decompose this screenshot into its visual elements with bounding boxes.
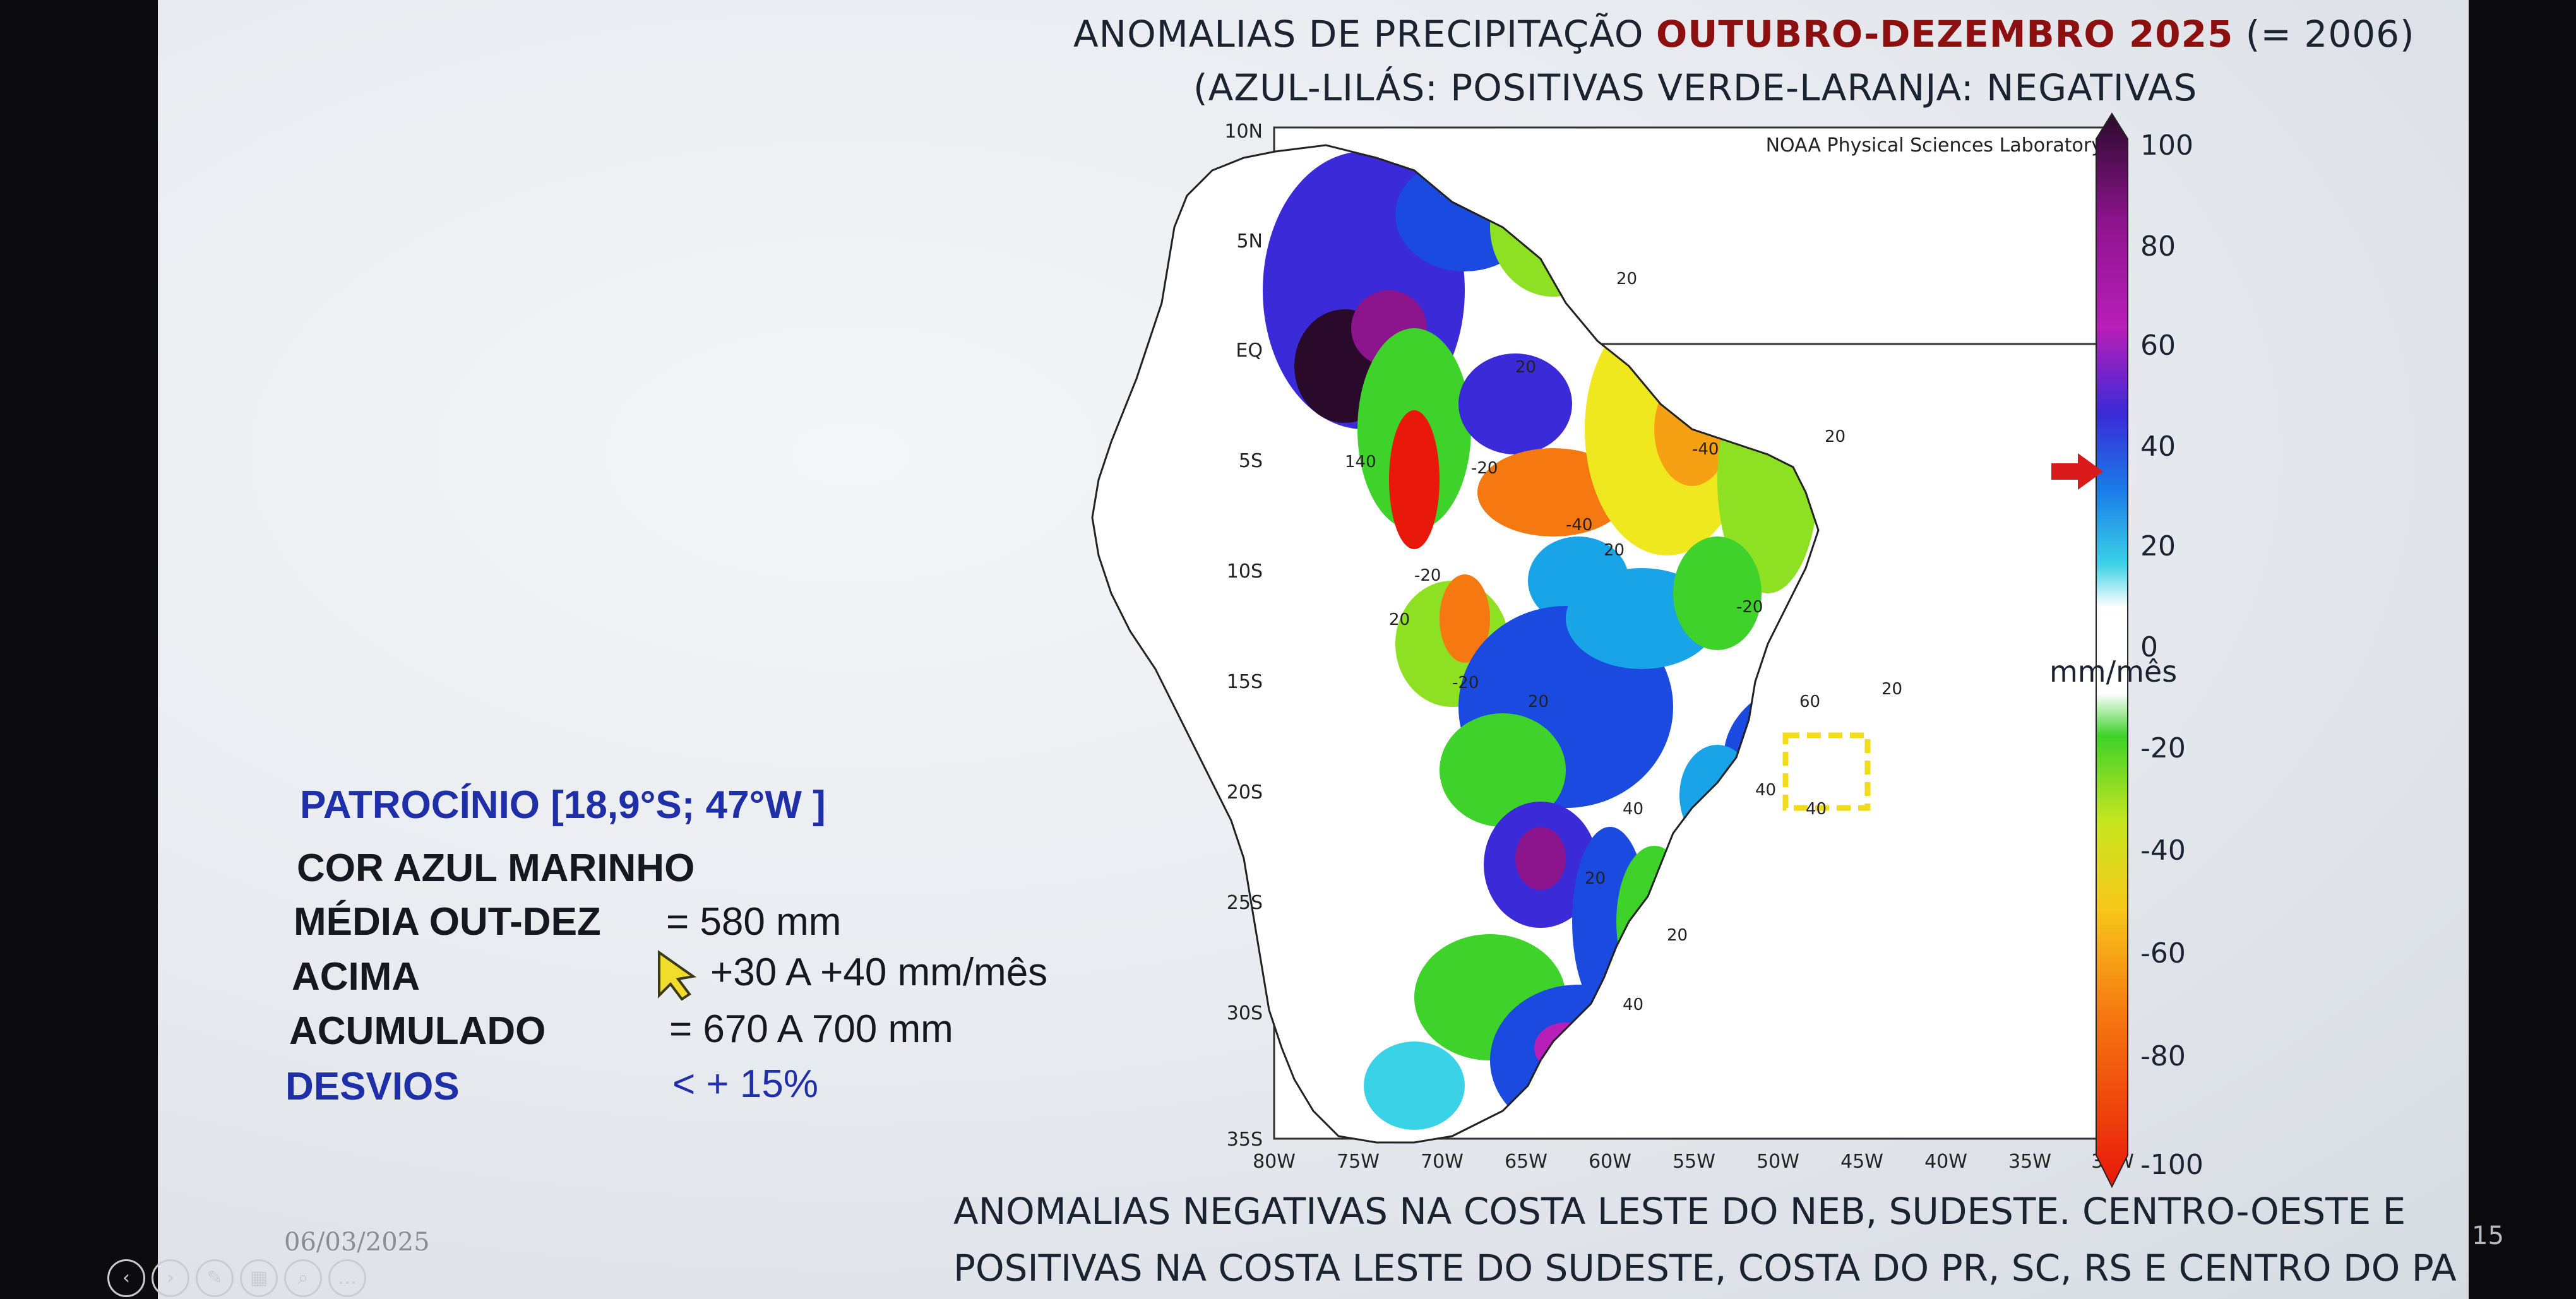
contour-label: -40 [1566,516,1592,535]
lon-label: 50W [1756,1151,1799,1173]
zoom-button[interactable]: ⌕ [284,1259,322,1297]
colorbar-tick: 60 [2140,329,2176,362]
colorbar-strip [2096,112,2128,1189]
lat-label: 15S [1227,671,1263,693]
grid-view-button[interactable]: ▦ [240,1259,278,1297]
contour-label: -20 [1471,459,1498,478]
contour-label: 20 [1616,270,1637,288]
lat-label: EQ [1236,340,1263,362]
title-prefix: ANOMALIAS DE PRECIPITAÇÃO [1073,13,1656,56]
slide-number: 15 [2472,1221,2504,1250]
nav-next-button[interactable]: › [152,1259,189,1297]
lat-label: 5S [1239,450,1263,472]
contour-label: 20 [1515,358,1536,377]
contour-label: -20 [1452,673,1479,692]
colorbar-tick: 0 [2140,631,2158,663]
slide-subtitle: (AZUL-LILÁS: POSITIVAS VERDE-LARANJA: NE… [1193,66,2198,109]
contour-label: 20 [1389,610,1410,629]
caption-line-2: POSITIVAS NA COSTA LESTE DO SUDESTE, COS… [953,1247,2457,1290]
contour-label: 20 [1667,926,1688,945]
info-label-deviation: DESVIOS [285,1065,460,1108]
info-label-accum: ACUMULADO [289,1009,546,1053]
colorbar-tick: -100 [2140,1149,2203,1181]
contour-label: 20 [1528,692,1549,711]
contour-label: -20 [1414,566,1441,585]
lat-label: 25S [1227,892,1263,914]
colorbar: 100 80 60 40 20 0 -20 -40 -60 -80 -100 m… [2049,112,2203,1189]
contour-label: 20 [1585,869,1606,888]
contour-label: 20 [1604,541,1625,560]
lon-label: 55W [1673,1151,1715,1173]
colorbar-tick: -40 [2140,834,2186,867]
nav-prev-button[interactable]: ‹ [107,1259,145,1297]
patrocinio-highlight-box [1782,732,1871,811]
info-label-mean: MÉDIA OUT-DEZ [294,900,601,944]
lon-label: 80W [1253,1151,1296,1173]
colorbar-unit: mm/mês [2049,655,2177,689]
contour-label: -20 [1736,598,1763,617]
contour-label: 20 [1881,680,1902,699]
slide-title: ANOMALIAS DE PRECIPITAÇÃO OUTUBRO-DEZEMB… [1073,13,2415,56]
location-title: PATROCÍNIO [18,9°S; 47°W ] [300,783,826,827]
slide-screen: ANOMALIAS DE PRECIPITAÇÃO OUTUBRO-DEZEMB… [107,0,2504,1299]
lon-label: 70W [1421,1151,1464,1173]
info-value-deviation: < + 15% [672,1062,818,1106]
contour-label: 40 [1806,800,1827,819]
map-credit: NOAA Physical Sciences Laboratory [1766,134,2102,157]
contour-label: 40 [1623,995,1643,1014]
slide-date: 06/03/2025 [284,1228,430,1257]
lat-label: 10N [1224,121,1263,143]
lon-label: 75W [1337,1151,1380,1173]
colorbar-tick: -20 [2140,732,2186,764]
colorbar-ticks: 100 80 60 40 20 0 -20 -40 -60 -80 -100 [2140,129,2203,1181]
info-value-accum: = 670 A 700 mm [669,1007,953,1051]
latitude-labels: 10N 5N EQ 5S 10S 15S 20S 25S 30S 35S [1224,121,1263,1151]
lat-label: 10S [1227,561,1263,583]
precipitation-anomaly-map: NOAA Physical Sciences Laboratory 10N 5N… [1091,121,2134,1173]
lat-label: 20S [1227,781,1263,804]
cursor-arrow-icon [658,950,697,1000]
lon-label: 60W [1589,1151,1631,1173]
contour-label: 20 [1825,427,1846,446]
contour-label: 40 [1755,781,1776,800]
info-value-mean: = 580 mm [666,900,842,944]
lon-label: 40W [1924,1151,1967,1173]
info-value-above: +30 A +40 mm/mês [710,951,1048,994]
contour-label: 60 [1799,692,1820,711]
colorbar-tick: 40 [2140,430,2176,463]
info-label-above: ACIMA [292,955,420,999]
contour-label: -40 [1692,440,1719,459]
contour-label: 140 [1345,453,1376,472]
contour-label: 40 [1623,800,1643,819]
colorbar-tick: 100 [2140,129,2193,162]
continent-outline [1091,144,1820,1144]
lon-label: 45W [1840,1151,1883,1173]
lon-label: 35W [2008,1151,2051,1173]
caption-line-1: ANOMALIAS NEGATIVAS NA COSTA LESTE DO NE… [953,1190,2406,1233]
colorbar-tick: -80 [2140,1040,2186,1072]
info-label-color: COR AZUL MARINHO [297,846,695,890]
colorbar-tick: -60 [2140,937,2186,970]
lat-label: 5N [1236,230,1263,252]
title-suffix: (= 2006) [2233,13,2415,56]
lon-label: 65W [1505,1151,1547,1173]
lat-label: 35S [1227,1129,1263,1151]
contour-labels: 140 -20 20 -40 20 20 -20 -40 20 -20 20 6… [1345,270,1902,1014]
red-arrow-icon [2051,453,2103,490]
pen-tool-button[interactable]: ✎ [196,1259,234,1297]
title-highlight: OUTUBRO-DEZEMBRO 2025 [1655,13,2234,56]
longitude-labels: 80W 75W 70W 65W 60W 55W 50W 45W 40W 35W … [1253,1151,2134,1173]
more-options-button[interactable]: … [328,1259,366,1297]
lat-label: 30S [1227,1002,1263,1024]
colorbar-tick: 80 [2140,230,2176,263]
colorbar-tick: 20 [2140,530,2176,562]
